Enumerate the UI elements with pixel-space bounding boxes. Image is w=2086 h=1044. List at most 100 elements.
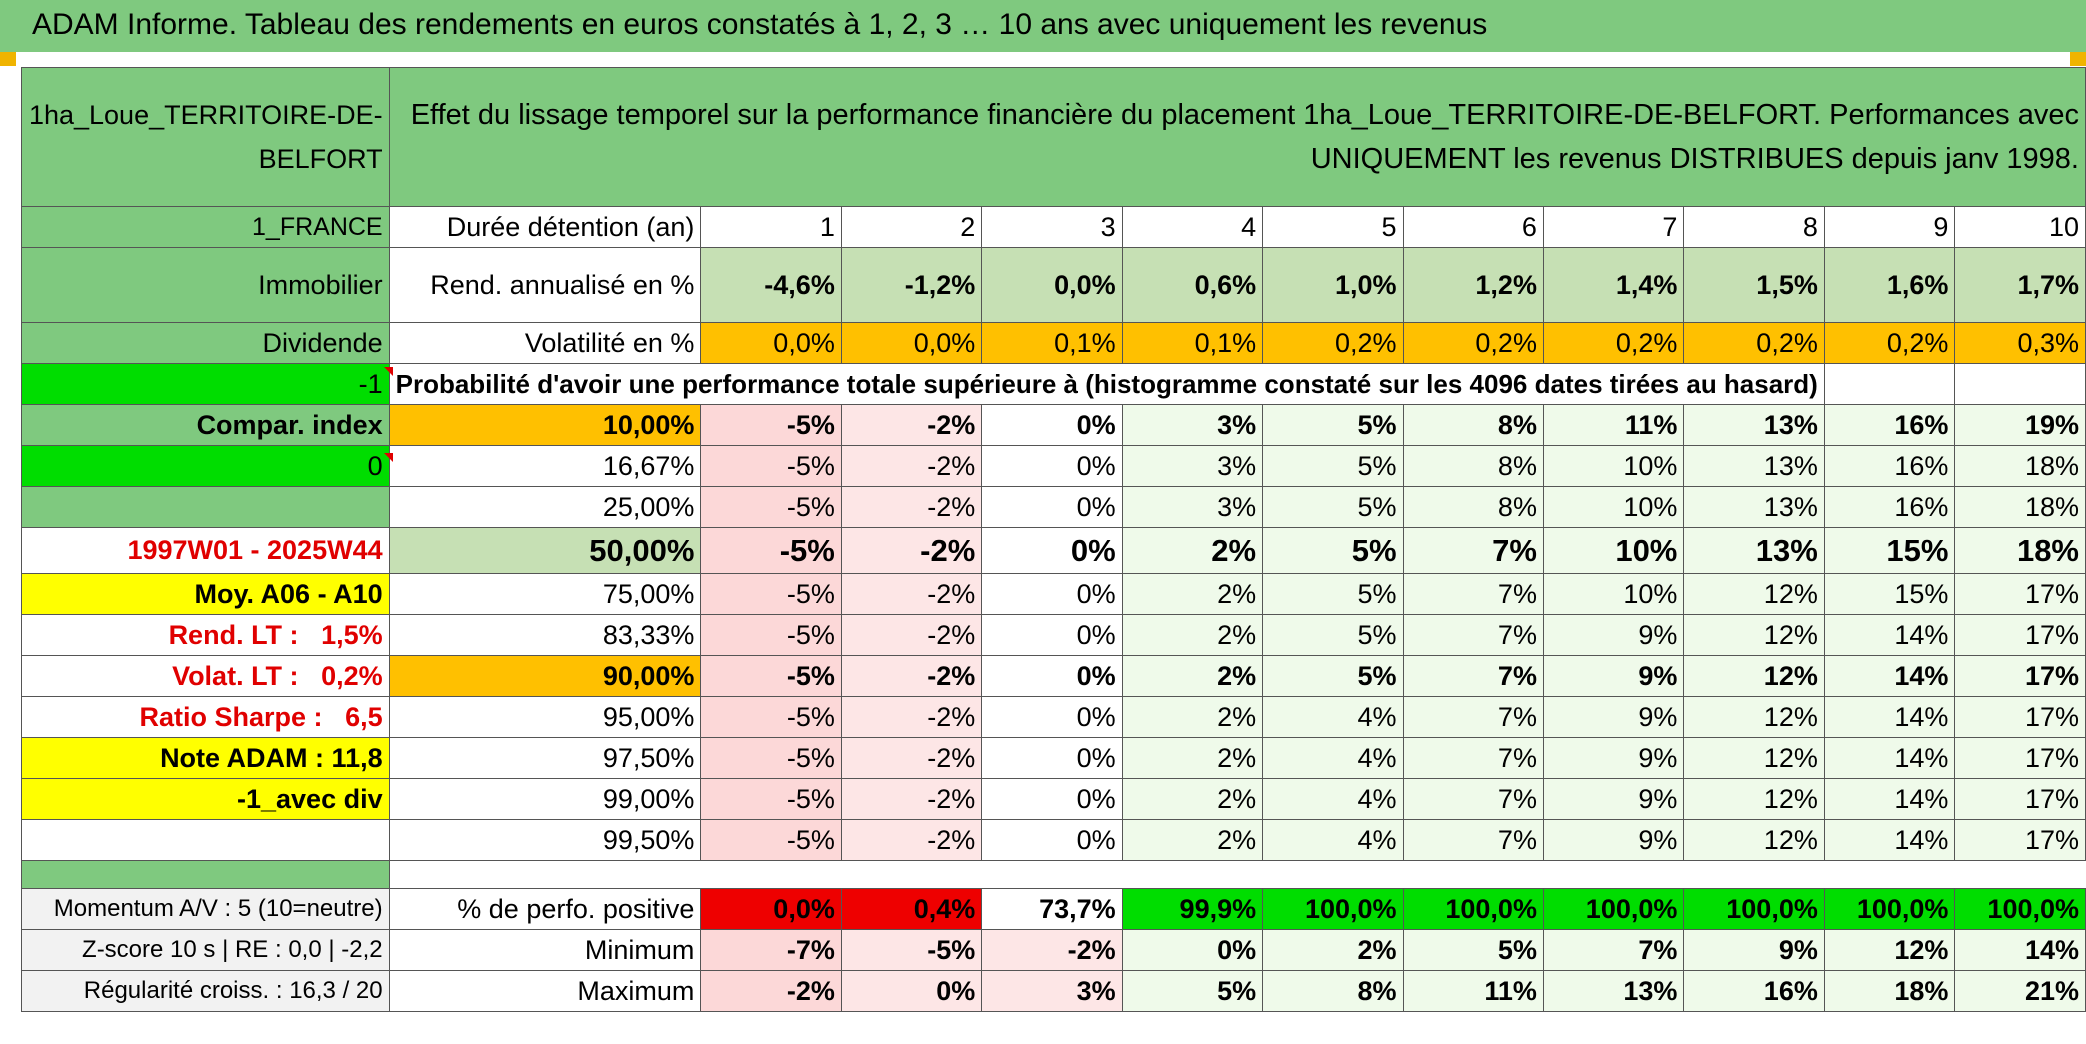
percentile-value: 2%	[1121, 737, 1264, 779]
avec-div: -1_avec div	[21, 778, 390, 820]
percentile-value: 7%	[1402, 614, 1544, 656]
percentile-value: 11%	[1542, 404, 1685, 446]
percentile-value: 4%	[1262, 819, 1404, 861]
max-value: 0%	[840, 970, 983, 1012]
percentile-value: 7%	[1402, 696, 1544, 738]
min-value: -7%	[700, 929, 842, 971]
percentile-value: 0%	[981, 778, 1123, 820]
vol-value: 0,3%	[1954, 322, 2086, 364]
percentile-value: 13%	[1683, 486, 1825, 528]
pos-value: 73,7%	[981, 888, 1123, 930]
momentum-label: Momentum A/V : 5 (10=neutre)	[21, 888, 390, 930]
percentile-value: 2%	[1121, 655, 1264, 697]
rend-value: 1,0%	[1262, 247, 1404, 323]
rend-value: 1,2%	[1402, 247, 1544, 323]
percentile-value: 14%	[1823, 696, 1956, 738]
percentile-value: 9%	[1542, 696, 1685, 738]
percentile-label: 97,50%	[388, 737, 702, 779]
percentile-value: 7%	[1402, 819, 1544, 861]
empty-green-cell	[21, 486, 390, 528]
spacer-green	[21, 860, 390, 889]
percentile-value: -5%	[700, 614, 842, 656]
rend-value: 0,6%	[1121, 247, 1264, 323]
percentile-value: 9%	[1542, 737, 1685, 779]
rend-value: 1,6%	[1823, 247, 1956, 323]
percentile-value: 12%	[1683, 573, 1825, 615]
percentile-value: 13%	[1683, 527, 1825, 574]
percentile-value: -2%	[840, 573, 983, 615]
percentile-value: 16%	[1823, 486, 1956, 528]
percentile-value: 2%	[1121, 819, 1264, 861]
percentile-value: 12%	[1683, 778, 1825, 820]
percentile-value: 10%	[1542, 573, 1685, 615]
percentile-value: 9%	[1542, 819, 1685, 861]
percentile-value: 5%	[1262, 404, 1404, 446]
pos-value: 100,0%	[1542, 888, 1685, 930]
percentile-value: 5%	[1262, 614, 1404, 656]
year-header: 9	[1823, 206, 1956, 248]
percentile-label: 83,33%	[388, 614, 702, 656]
sharpe: Ratio Sharpe : 6,5	[21, 696, 390, 738]
duree-label: Durée détention (an)	[388, 206, 702, 248]
percentile-value: 0%	[981, 614, 1123, 656]
percentile-value: 0%	[981, 737, 1123, 779]
percentile-label: 50,00%	[388, 527, 702, 574]
percentile-value: -5%	[700, 819, 842, 861]
percentile-value: 13%	[1683, 404, 1825, 446]
empty-cell	[1823, 363, 1956, 405]
max-value: 11%	[1402, 970, 1544, 1012]
max-value: 5%	[1121, 970, 1264, 1012]
report-title: ADAM Informe. Tableau des rendements en …	[32, 8, 1488, 41]
percentile-value: -5%	[700, 527, 842, 574]
min-value: 0%	[1121, 929, 1264, 971]
zero-cell[interactable]: 0	[21, 445, 390, 487]
comment-marker	[384, 367, 393, 376]
empty-cell	[21, 819, 390, 861]
percentile-value: 10%	[1542, 445, 1685, 487]
percentile-value: 14%	[1823, 655, 1956, 697]
percentile-value: 7%	[1402, 527, 1544, 574]
rend-lt-value: 1,5%	[321, 619, 383, 650]
rend-value: -1,2%	[840, 247, 983, 323]
vol-value: 0,2%	[1823, 322, 1956, 364]
percentile-value: 4%	[1262, 778, 1404, 820]
sharpe-value: 6,5	[345, 701, 383, 732]
percentile-value: 7%	[1402, 737, 1544, 779]
year-header: 7	[1542, 206, 1685, 248]
max-value: -2%	[700, 970, 842, 1012]
max-value: 8%	[1262, 970, 1404, 1012]
fund-name: 1ha_Loue_TERRITOIRE-DE-BELFORT	[21, 67, 390, 207]
percentile-label: 16,67%	[388, 445, 702, 487]
year-header: 5	[1262, 206, 1404, 248]
percentile-value: 5%	[1262, 445, 1404, 487]
min-value: 14%	[1954, 929, 2086, 971]
percentile-value: 14%	[1823, 737, 1956, 779]
percentile-value: 7%	[1402, 778, 1544, 820]
pos-value: 100,0%	[1262, 888, 1404, 930]
percentile-value: 19%	[1954, 404, 2086, 446]
percentile-value: 14%	[1823, 778, 1956, 820]
percentile-value: 15%	[1823, 527, 1956, 574]
percentile-value: 10%	[1542, 486, 1685, 528]
percentile-value: 18%	[1954, 486, 2086, 528]
percentile-value: 2%	[1121, 696, 1264, 738]
percentile-value: -2%	[840, 445, 983, 487]
moy-label: Moy. A06 - A10	[21, 573, 390, 615]
percentile-value: -5%	[700, 737, 842, 779]
minus-one-cell[interactable]: -1	[21, 363, 390, 405]
volat-lt: Volat. LT : 0,2%	[21, 655, 390, 697]
vol-value: 0,0%	[700, 322, 842, 364]
min-value: 7%	[1542, 929, 1685, 971]
rend-lt-label: Rend. LT :	[168, 619, 299, 650]
description: Effet du lissage temporel sur la perform…	[388, 67, 2086, 207]
sharpe-label: Ratio Sharpe :	[139, 701, 323, 732]
percentile-value: 0%	[981, 696, 1123, 738]
percentile-value: 17%	[1954, 737, 2086, 779]
percentile-value: 17%	[1954, 614, 2086, 656]
percentile-value: -2%	[840, 404, 983, 446]
max-value: 3%	[981, 970, 1123, 1012]
percentile-value: 14%	[1823, 614, 1956, 656]
vol-label: Volatilité en %	[388, 322, 702, 364]
percentile-value: 10%	[1542, 527, 1685, 574]
percentile-label: 25,00%	[388, 486, 702, 528]
